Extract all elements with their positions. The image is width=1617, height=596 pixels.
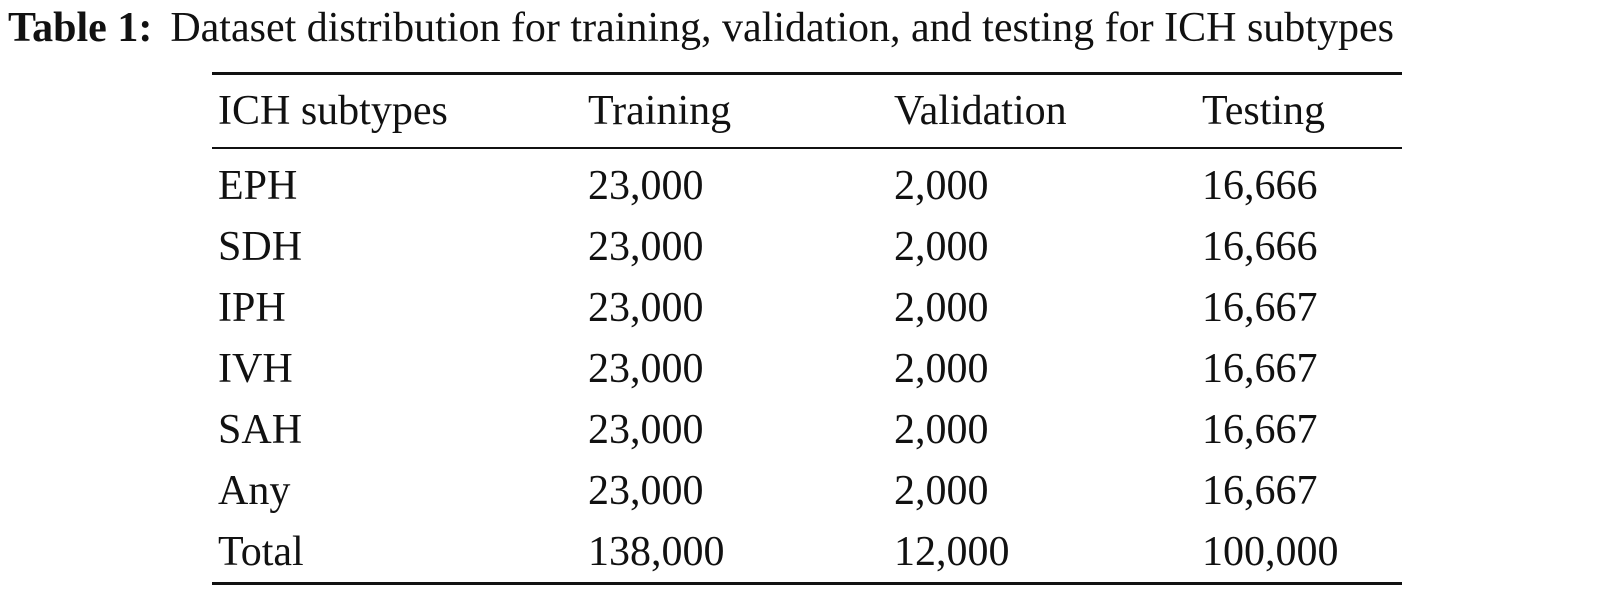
header-cell-validation: Validation bbox=[894, 88, 1067, 134]
table-row: SAH 23,000 2,000 16,667 bbox=[212, 399, 1402, 460]
table-row: EPH 23,000 2,000 16,666 bbox=[212, 155, 1402, 216]
table-row: SDH 23,000 2,000 16,666 bbox=[212, 216, 1402, 277]
header-cell-training: Training bbox=[588, 88, 732, 134]
validation-cell: 12,000 bbox=[894, 528, 1010, 575]
training-cell: 23,000 bbox=[588, 345, 704, 392]
table-row-total: Total 138,000 12,000 100,000 bbox=[212, 521, 1402, 582]
testing-cell: 100,000 bbox=[1202, 528, 1339, 575]
table-caption-text: Dataset distribution for training, valid… bbox=[170, 5, 1394, 51]
header-cell-subtypes: ICH subtypes bbox=[218, 88, 448, 134]
validation-cell: 2,000 bbox=[894, 467, 989, 514]
validation-cell: 2,000 bbox=[894, 162, 989, 209]
table-bottom-rule bbox=[212, 582, 1402, 585]
testing-cell: 16,666 bbox=[1202, 223, 1318, 270]
table-caption-label: Table 1: bbox=[8, 5, 153, 51]
header-cell-testing: Testing bbox=[1202, 88, 1326, 134]
training-cell: 23,000 bbox=[588, 467, 704, 514]
training-cell: 23,000 bbox=[588, 406, 704, 453]
row-label-cell: IVH bbox=[218, 345, 293, 392]
table-top-rule bbox=[212, 72, 1402, 75]
table-header-row: ICH subtypes Training Validation Testing bbox=[212, 75, 1402, 147]
testing-cell: 16,667 bbox=[1202, 406, 1318, 453]
validation-cell: 2,000 bbox=[894, 284, 989, 331]
row-label-cell: IPH bbox=[218, 284, 286, 331]
data-table: ICH subtypes Training Validation Testing… bbox=[212, 72, 1402, 585]
row-label-cell: EPH bbox=[218, 162, 298, 209]
row-label-cell: Total bbox=[218, 528, 304, 575]
training-cell: 23,000 bbox=[588, 162, 704, 209]
validation-cell: 2,000 bbox=[894, 345, 989, 392]
validation-cell: 2,000 bbox=[894, 223, 989, 270]
testing-cell: 16,666 bbox=[1202, 162, 1318, 209]
row-label-cell: SAH bbox=[218, 406, 303, 453]
validation-cell: 2,000 bbox=[894, 406, 989, 453]
table-row: IPH 23,000 2,000 16,667 bbox=[212, 277, 1402, 338]
table-caption: Table 1: Dataset distribution for trainin… bbox=[8, 2, 1613, 54]
row-label-cell: Any bbox=[218, 467, 291, 514]
table-row: IVH 23,000 2,000 16,667 bbox=[212, 338, 1402, 399]
table-row: Any 23,000 2,000 16,667 bbox=[212, 460, 1402, 521]
table-header-rule bbox=[212, 147, 1402, 149]
training-cell: 23,000 bbox=[588, 284, 704, 331]
row-label-cell: SDH bbox=[218, 223, 303, 270]
training-cell: 138,000 bbox=[588, 528, 725, 575]
testing-cell: 16,667 bbox=[1202, 284, 1318, 331]
testing-cell: 16,667 bbox=[1202, 467, 1318, 514]
training-cell: 23,000 bbox=[588, 223, 704, 270]
testing-cell: 16,667 bbox=[1202, 345, 1318, 392]
